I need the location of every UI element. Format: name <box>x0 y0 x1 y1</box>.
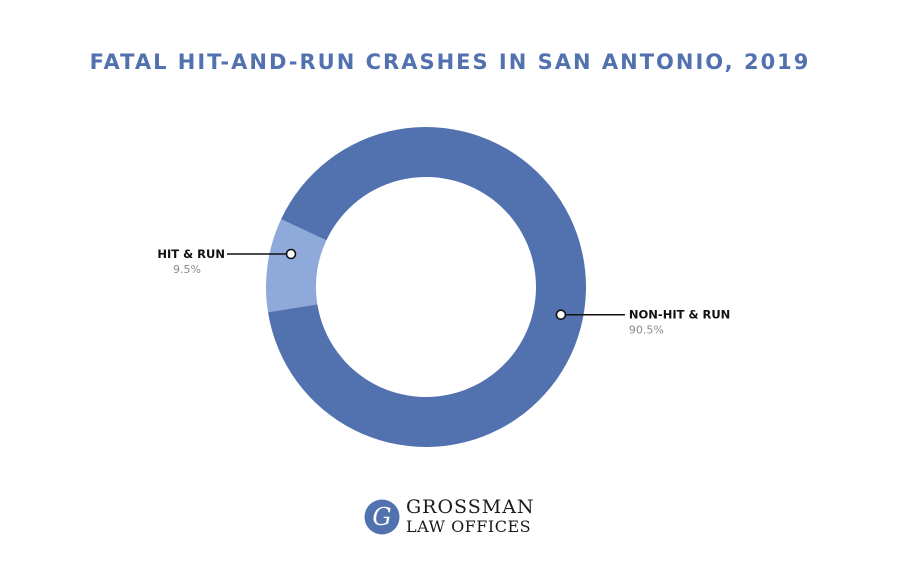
leader-dot-non-hit-run <box>555 309 567 321</box>
chart-title: FATAL HIT-AND-RUN CRASHES IN SAN ANTONIO… <box>89 50 811 74</box>
slice-value-non-hit-run: 90.5% <box>629 324 664 337</box>
logo-line-2: LAW OFFICES <box>406 517 532 536</box>
slice-label-non-hit-run: NON-HIT & RUN <box>629 308 730 322</box>
slice-non-hit-run <box>268 127 586 447</box>
slice-label-hit-run: HIT & RUN <box>157 247 225 261</box>
leader-dot-hit-run <box>285 248 297 260</box>
logo-mark-icon: G <box>364 499 400 535</box>
logo-text: GROSSMAN LAW OFFICES <box>406 497 546 537</box>
logo-mark-letter: G <box>372 503 391 531</box>
logo-line-1: GROSSMAN <box>406 496 535 518</box>
slice-value-hit-run: 9.5% <box>173 263 201 276</box>
slice-hit-run <box>266 219 327 313</box>
